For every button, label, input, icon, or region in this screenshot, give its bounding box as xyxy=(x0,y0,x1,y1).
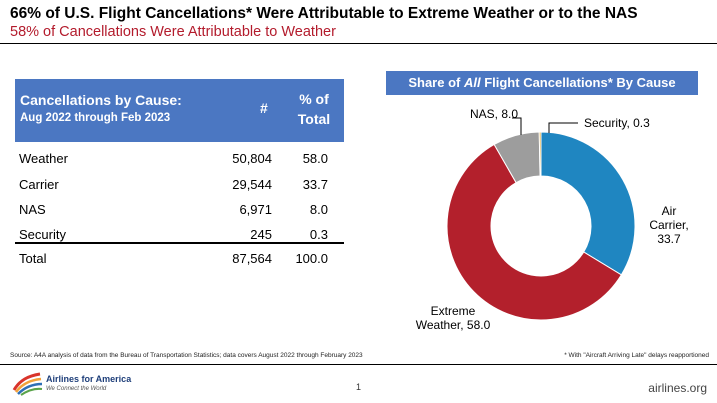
donut-slice-security xyxy=(538,131,542,177)
page-number: 1 xyxy=(356,382,362,392)
site-url[interactable]: airlines.org xyxy=(648,381,707,395)
slice-label: NAS, 8.0 xyxy=(470,107,518,121)
donut-slice-air-carrier xyxy=(540,131,636,276)
logo-tagline: We Connect the World xyxy=(46,386,107,392)
table-header-period: Aug 2022 through Feb 2023 xyxy=(20,112,171,124)
total-count: 87,564 xyxy=(232,251,272,266)
page-title: 66% of U.S. Flight Cancellations* Were A… xyxy=(10,5,638,22)
row-label: Security xyxy=(19,227,66,242)
page-subtitle: 58% of Cancellations Were Attributable t… xyxy=(10,24,336,40)
table-header-cause: Cancellations by Cause: xyxy=(20,92,182,108)
logo-name: Airlines for America xyxy=(46,374,132,384)
source-note: Source: A4A analysis of data from the Bu… xyxy=(10,352,363,359)
row-count: 245 xyxy=(250,227,272,242)
row-pct: 33.7 xyxy=(302,177,328,192)
row-pct: 58.0 xyxy=(302,151,328,166)
table-row: Security 245 0.3 xyxy=(15,227,344,249)
table-row: Weather 50,804 58.0 xyxy=(15,151,344,173)
row-count: 29,544 xyxy=(232,177,272,192)
logo-mark-icon xyxy=(12,372,43,396)
row-pct: 0.3 xyxy=(309,227,328,242)
total-label: Total xyxy=(19,251,47,266)
chart-title-prefix: Share of xyxy=(408,75,464,90)
row-pct: 8.0 xyxy=(309,202,328,217)
total-pct: 100.0 xyxy=(295,251,328,266)
donut-slice-extreme-weather xyxy=(446,143,622,321)
chart-title-suffix: Flight Cancellations* By Cause xyxy=(480,75,676,90)
table-header: Cancellations by Cause: Aug 2022 through… xyxy=(15,79,344,142)
slice-label: Air Carrier, 33.7 xyxy=(649,204,688,246)
row-label: NAS xyxy=(19,202,46,217)
row-label: Weather xyxy=(19,151,68,166)
table-row: NAS 6,971 8.0 xyxy=(15,202,344,224)
footnote: * With "Aircraft Arriving Late" delays r… xyxy=(564,352,709,359)
table-header-pct-line1: % of xyxy=(299,91,329,107)
table-header-pct-line2: Total xyxy=(297,111,331,127)
airlines-for-america-logo: Airlines for America We Connect the Worl… xyxy=(10,368,150,398)
leader-line xyxy=(548,122,578,133)
slice-label: Security, 0.3 xyxy=(584,116,650,130)
title-divider xyxy=(0,43,717,44)
chart-title: Share of All Flight Cancellations* By Ca… xyxy=(386,71,698,95)
row-count: 50,804 xyxy=(232,151,272,166)
leader-line xyxy=(512,117,522,135)
table-row: Carrier 29,544 33.7 xyxy=(15,177,344,199)
row-label: Carrier xyxy=(19,177,59,192)
footer-divider xyxy=(0,364,717,365)
table-header-count: # xyxy=(260,100,268,116)
table-total-row: Total 87,564 100.0 xyxy=(15,251,344,273)
chart-title-emphasis: All xyxy=(463,75,481,90)
slice-label: Extreme Weather, 58.0 xyxy=(416,304,491,332)
table-total-divider xyxy=(15,242,344,244)
row-count: 6,971 xyxy=(239,202,272,217)
